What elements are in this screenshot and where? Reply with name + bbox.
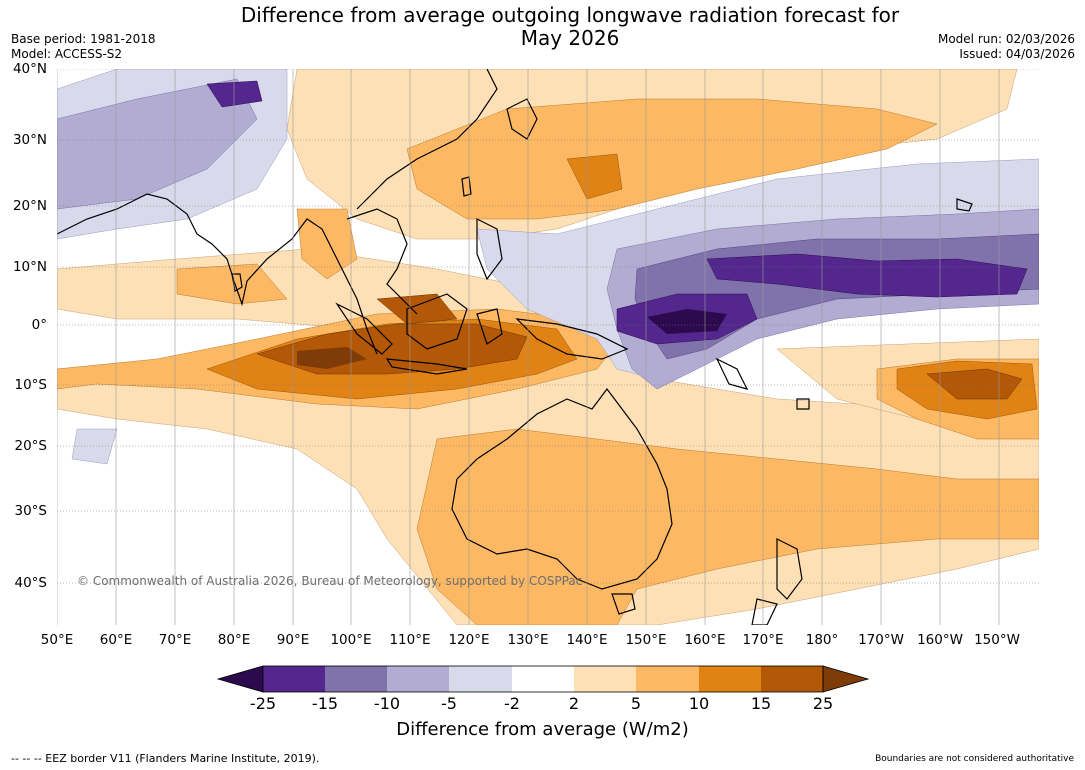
colorbar-tick: 15 [750,694,772,713]
lon-label: 70°E [158,632,192,648]
colorbar-tick: -2 [504,694,520,713]
colorbar-tick: 25 [812,694,834,713]
lon-label: 110°E [389,632,431,648]
model-run: Model run: 02/03/2026 [937,32,1075,46]
lon-label: 180° [805,632,839,648]
colorbar-tick: 2 [568,694,580,713]
title-line-2: May 2026 [520,26,620,50]
lon-label: 130°E [507,632,549,648]
colorbar-title: Difference from average (W/m2) [396,719,689,740]
issued-date: Issued: 04/03/2026 [959,47,1075,61]
lon-label: 50°E [40,632,74,648]
lon-label: 150°E [625,632,667,648]
title-line-1: Difference from average outgoing longwav… [240,3,900,27]
lat-label: 0° [31,317,47,333]
lat-label: 20°N [12,198,47,214]
colorbar-segment [574,666,636,692]
colorbar-arrow-high [822,665,870,693]
lon-label: 170°W [858,632,904,648]
colorbar-tick: -15 [311,694,339,713]
lon-label: 140°E [566,632,608,648]
lat-label: 30°N [12,132,47,148]
colorbar-segment [263,666,325,692]
lon-label: 60°E [99,632,133,648]
lon-label: 170°E [742,632,784,648]
lon-label: 160°E [684,632,726,648]
lat-label: 40°N [12,61,47,77]
colorbar-tick: 10 [688,694,710,713]
colorbar-tick: -5 [441,694,457,713]
lon-label: 120°E [448,632,490,648]
colorbar-segment [512,666,574,692]
colorbar-segment [325,666,387,692]
lat-label: 40°S [14,575,48,591]
lat-label: 10°N [12,259,47,275]
lon-label: 90°E [276,632,310,648]
lat-label: 10°S [14,377,48,393]
colorbar [216,665,870,693]
eez-note: -- -- -- EEZ border V11 (Flanders Marine… [11,752,320,765]
meridians [57,69,1000,625]
coastlines [57,69,973,625]
map-title: Difference from average outgoing longwav… [0,4,1085,50]
lon-label: 160°W [917,632,963,648]
lat-label: 20°S [14,438,48,454]
colorbar-segment [699,666,761,692]
meta-right: Model run: 02/03/2026 Issued: 04/03/2026 [938,32,1075,62]
colorbar-tick: -10 [373,694,401,713]
colorbar-tick: -25 [249,694,277,713]
lon-label: 100°E [330,632,372,648]
lon-label: 150°W [974,632,1020,648]
colorbar-frame [262,665,824,693]
boundary-disclaimer: Boundaries are not considered authoritat… [875,754,1074,764]
colorbar-segment [636,666,699,692]
model-name: Model: ACCESS-S2 [11,47,123,61]
anomaly-band-below-neg25 [647,309,727,334]
lat-label: 30°S [14,503,48,519]
meta-left: Base period: 1981-2018 Model: ACCESS-S2 [11,32,156,62]
copyright-notice: © Commonwealth of Australia 2026, Bureau… [77,574,583,588]
lon-label: 80°E [217,632,251,648]
colorbar-arrow-low [216,665,264,693]
colorbar-tick: 5 [630,694,642,713]
colorbar-segment [761,666,823,692]
colorbar-segment [387,666,449,692]
anomaly-band-above-25 [297,347,367,369]
colorbar-segment [449,666,512,692]
olr-anomaly-map [57,69,1039,625]
base-period: Base period: 1981-2018 [11,32,156,46]
